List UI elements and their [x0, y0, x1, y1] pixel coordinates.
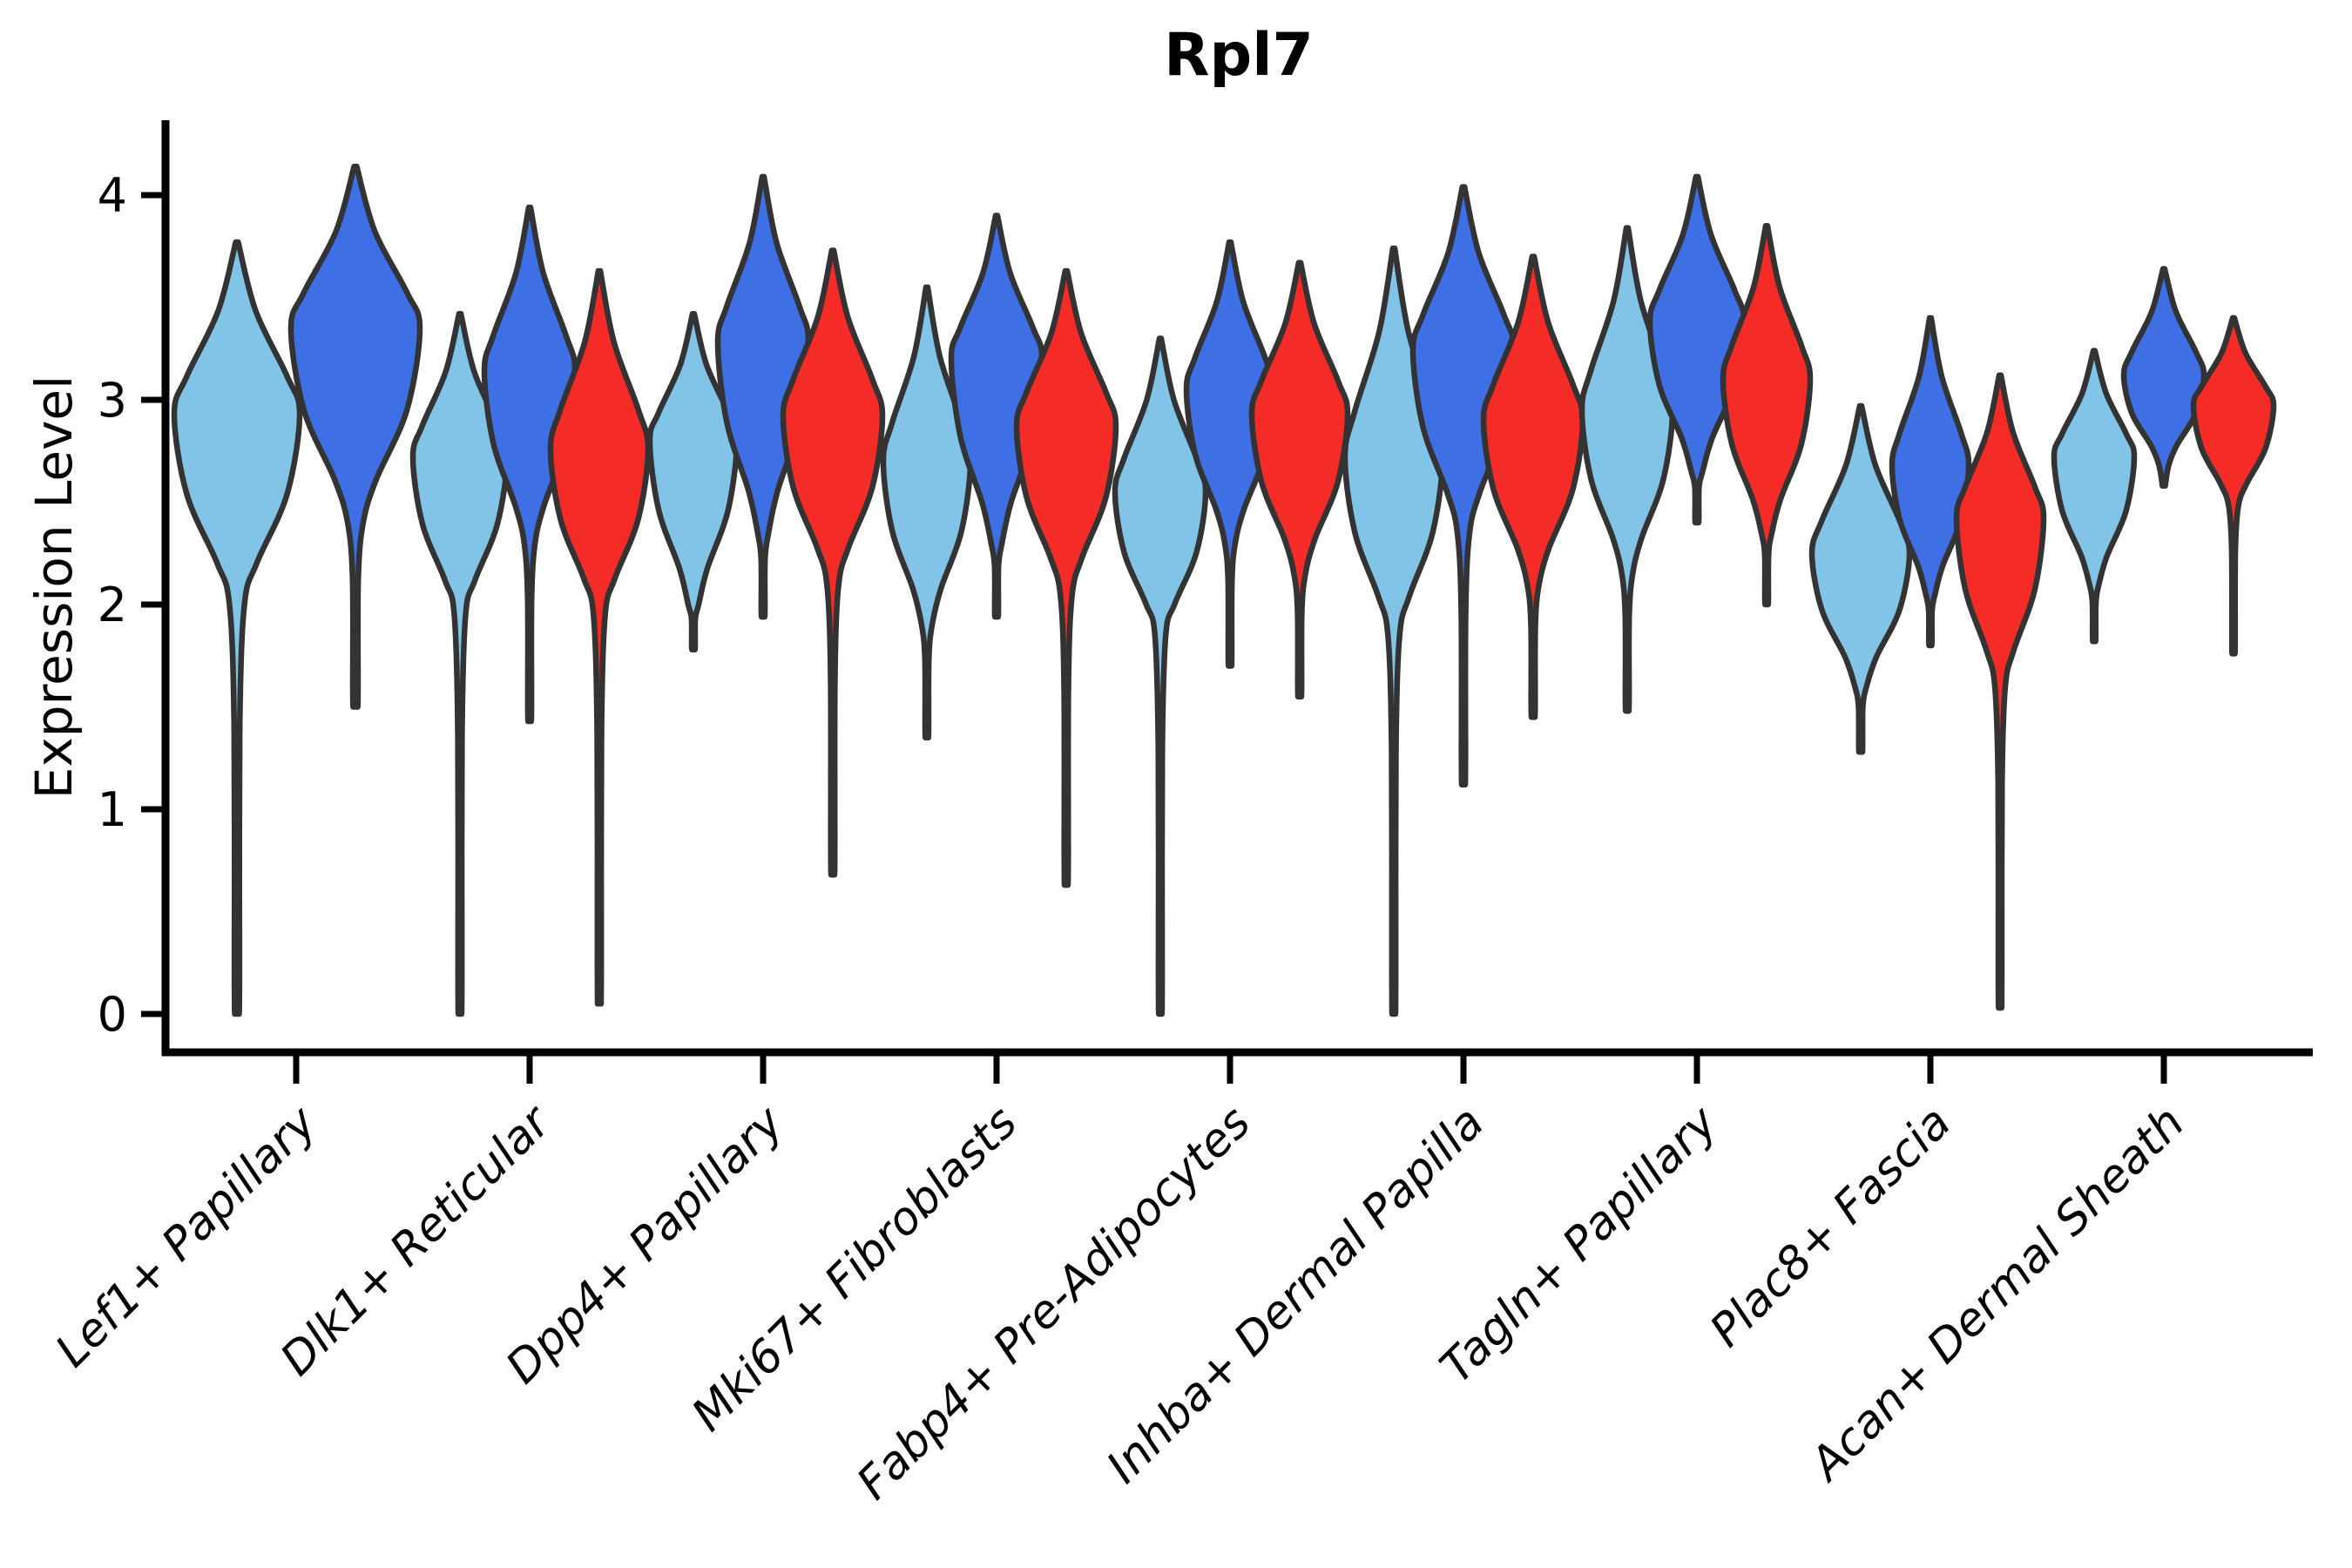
violin-red	[780, 247, 886, 878]
x-category-label: Acan+ Dermal Sheath	[1799, 1097, 2194, 1492]
violin-light-blue	[1112, 335, 1209, 1017]
y-tick-label: 0	[98, 987, 127, 1042]
violin-red	[1248, 260, 1351, 700]
violin-dark-blue	[2120, 266, 2207, 489]
y-tick-label: 2	[98, 578, 127, 632]
violin-light-blue	[1808, 402, 1913, 755]
chart-title: Rpl7	[1164, 21, 1314, 90]
violin-dark-blue	[287, 163, 423, 710]
violin-red	[2190, 314, 2277, 657]
violin-dark-blue	[1889, 314, 1972, 649]
x-category-label: Fabp4+ Pre-Adipocytes	[848, 1097, 1261, 1511]
violin-red	[547, 267, 652, 1007]
y-tick-label: 4	[98, 168, 127, 223]
violin-red	[1953, 372, 2047, 1011]
violin-red	[1013, 267, 1119, 889]
x-category-label: Plac8+ Fascia	[1700, 1097, 1961, 1357]
y-tick-label: 1	[98, 782, 127, 837]
violin-light-blue	[171, 239, 303, 1017]
x-category-label: Inhba+ Dermal Papilla	[1097, 1097, 1494, 1494]
violin-light-blue	[2051, 348, 2138, 645]
y-tick-label: 3	[98, 373, 127, 428]
violin-red	[1720, 223, 1814, 608]
